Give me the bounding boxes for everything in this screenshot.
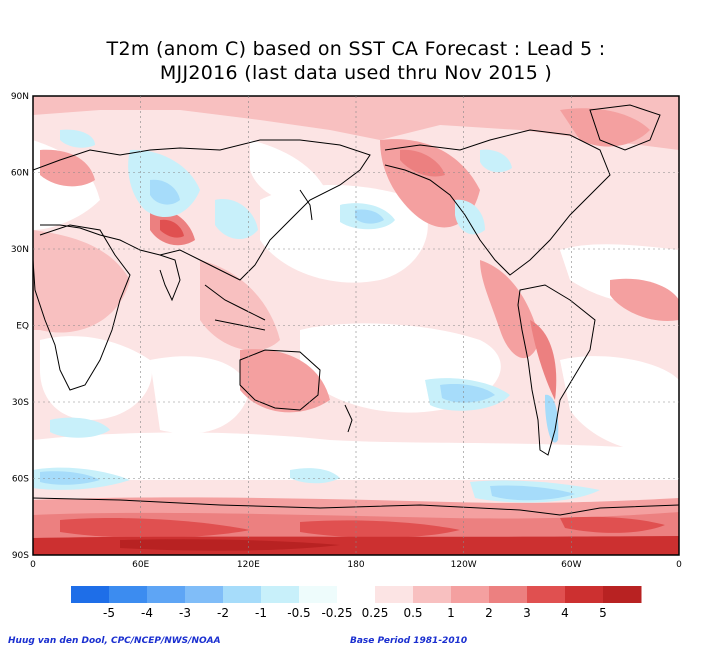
legend-swatch <box>261 586 300 603</box>
legend-swatch <box>489 586 528 603</box>
lat-label: 60S <box>12 475 29 485</box>
legend-swatch <box>337 586 376 603</box>
legend-label: -4 <box>141 606 153 620</box>
coastlines <box>33 104 679 516</box>
legend-label: -5 <box>103 606 115 620</box>
legend-swatch <box>109 586 148 603</box>
legend-swatch <box>299 586 338 603</box>
color-legend: -5 -4 -3 -2 -1 -0.5 -0.25 0.25 0.5 1 2 3 4 5 <box>71 586 642 620</box>
legend-swatch <box>527 586 566 603</box>
legend-label: -0.5 <box>287 606 310 620</box>
credit-base-period: Base Period 1981-2010 <box>350 636 468 646</box>
legend-swatch <box>71 586 110 603</box>
lon-label: 120W <box>451 560 477 570</box>
legend-label: -3 <box>179 606 191 620</box>
longitude-labels: 0 60E 120E 180 120W 60W 0 <box>30 560 682 570</box>
lon-label: 180 <box>347 560 364 570</box>
lon-label: 60E <box>132 560 149 570</box>
legend-label: 3 <box>523 606 531 620</box>
lon-label: 120E <box>237 560 260 570</box>
lat-label: 60N <box>11 169 29 179</box>
legend-swatch <box>565 586 604 603</box>
lon-label: 0 <box>30 560 36 570</box>
lon-label: 0 <box>676 560 682 570</box>
legend-swatch <box>451 586 490 603</box>
credit-author: Huug van den Dool, CPC/NCEP/NWS/NOAA <box>8 636 221 646</box>
latitude-labels: 90N 60N 30N EQ 30S 60S 90S <box>11 92 29 561</box>
lat-label: 90S <box>12 551 29 561</box>
legend-label: 5 <box>599 606 607 620</box>
legend-swatch <box>185 586 224 603</box>
legend-label: 4 <box>561 606 569 620</box>
legend-swatch <box>223 586 262 603</box>
legend-label: 0.5 <box>403 606 422 620</box>
legend-swatch <box>375 586 414 603</box>
legend-label: 0.25 <box>362 606 389 620</box>
legend-label: -0.25 <box>321 606 352 620</box>
legend-label: -1 <box>255 606 267 620</box>
legend-swatch <box>603 586 642 603</box>
lon-label: 60W <box>561 560 581 570</box>
lat-label: 30S <box>12 398 29 408</box>
lat-label: 90N <box>11 92 29 102</box>
map-gridlines <box>33 96 679 555</box>
legend-label: 2 <box>485 606 493 620</box>
legend-swatch <box>147 586 186 603</box>
lat-label: EQ <box>16 322 29 332</box>
legend-swatch <box>413 586 452 603</box>
map-title-line2: MJJ2016 (last data used thru Nov 2015 ) <box>159 62 553 84</box>
legend-label: -2 <box>217 606 229 620</box>
lat-label: 30N <box>11 245 29 255</box>
legend-label: 1 <box>447 606 455 620</box>
map-title-line1: T2m (anom C) based on SST CA Forecast : … <box>106 38 606 60</box>
